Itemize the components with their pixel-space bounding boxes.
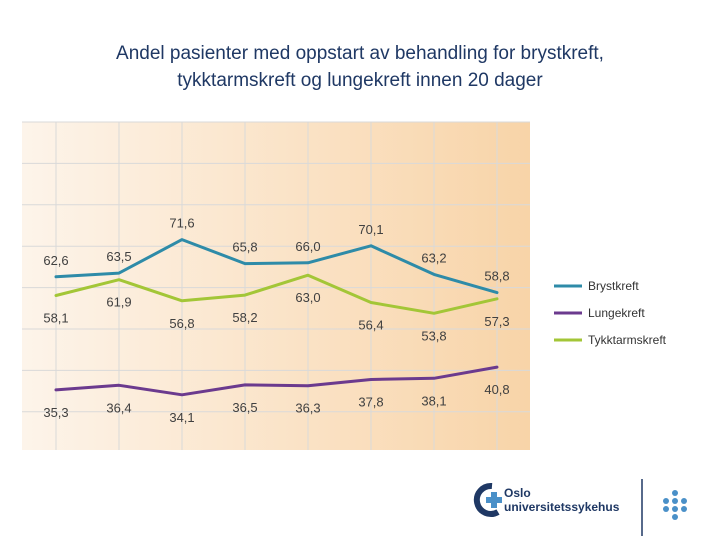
hospital-cross-icon [473,482,502,517]
data-label-lungekreft: 36,3 [295,401,320,416]
series-line-brystkreft [54,238,499,295]
data-label-brystkreft: 63,5 [106,249,131,264]
logo-text-line-2: universitetssykehus [504,500,620,514]
data-label-tykktarmskreft: 58,1 [43,310,68,325]
chart-title-line-2: tykktarmskreft og lungekreft innen 20 da… [177,70,543,91]
data-label-tykktarmskreft: 56,8 [169,316,194,331]
data-label-brystkreft: 63,2 [421,250,446,265]
chart-title-line-1: Andel pasienter med oppstart av behandli… [116,43,604,64]
data-label-tykktarmskreft: 58,2 [232,310,257,325]
series-line-tykktarmskreft [54,273,499,315]
data-label-brystkreft: 58,8 [484,269,509,284]
data-label-brystkreft: 65,8 [232,240,257,255]
logo-text: Oslo universitetssykehus [504,486,619,514]
series-line-lungekreft [54,365,499,397]
data-label-tykktarmskreft: 63,0 [295,290,320,305]
data-label-lungekreft: 38,1 [421,393,446,408]
data-label-lungekreft: 34,1 [169,410,194,425]
legend-label-brystkreft: Brystkreft [588,279,639,293]
data-label-brystkreft: 71,6 [169,216,194,231]
data-label-tykktarmskreft: 57,3 [484,314,509,329]
data-label-brystkreft: 70,1 [358,222,383,237]
legend-label-lungekreft: Lungekreft [588,306,645,320]
data-label-lungekreft: 35,3 [43,405,68,420]
data-label-lungekreft: 40,8 [484,382,509,397]
data-label-lungekreft: 37,8 [358,395,383,410]
dots-icon [663,490,687,520]
data-label-lungekreft: 36,5 [232,400,257,415]
data-label-lungekreft: 36,4 [106,400,131,415]
data-label-brystkreft: 66,0 [295,239,320,254]
oslo-universitetssykehus-logo: Oslo universitetssykehus [466,476,706,536]
legend-label-tykktarmskreft: Tykktarmskreft [588,333,667,347]
chart-title: Andel pasienter med oppstart av behandli… [40,40,680,94]
data-label-tykktarmskreft: 56,4 [358,318,383,333]
data-label-tykktarmskreft: 53,8 [421,328,446,343]
data-label-tykktarmskreft: 61,9 [106,295,131,310]
logo-text-line-1: Oslo [504,486,531,500]
data-label-brystkreft: 62,6 [43,253,68,268]
